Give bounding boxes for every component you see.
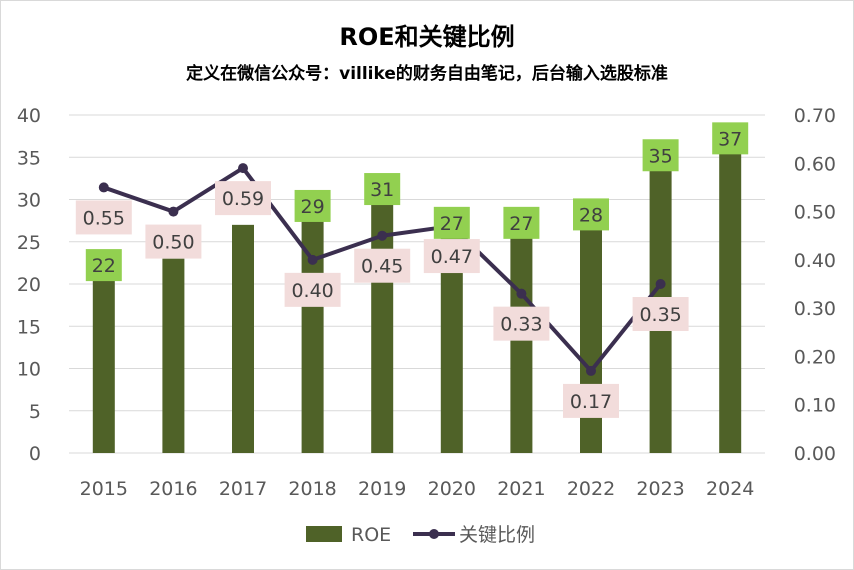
line-data-label: 0.35 [639,304,681,326]
line-point [516,288,527,299]
y-left-tick-label: 15 [17,316,41,338]
line-point [307,254,318,265]
y-left-tick-label: 35 [17,147,41,169]
x-tick-label: 2017 [219,478,267,500]
line-point [377,230,388,241]
line-data-label: 0.40 [291,280,333,302]
line-label-box [354,248,411,283]
line-label-box [632,297,689,331]
bar-data-label: 28 [579,204,603,226]
line-data-label: 0.45 [361,256,403,278]
y-left-tick-label: 10 [17,359,41,381]
line-label-box [563,383,619,418]
bar-data-label: 31 [370,179,394,201]
line-data-label: 0.59 [222,188,264,210]
line-data-label: 0.50 [152,232,194,254]
bar-roe [232,224,254,453]
line-label-box [493,306,550,341]
y-right-tick-label: 0.50 [794,202,836,224]
y-left-tick-label: 5 [29,401,41,423]
y-left-tick-label: 30 [17,190,41,212]
y-right-tick-label: 0.00 [794,443,836,465]
y-right-tick-label: 0.60 [794,153,836,175]
bar-data-label: 27 [509,213,533,235]
x-tick-label: 2018 [288,478,336,500]
x-tick-label: 2015 [80,478,128,500]
x-tick-label: 2023 [636,478,684,500]
x-tick-label: 2024 [706,478,754,500]
bar-roe [371,191,394,454]
line-point [655,279,666,289]
y-right-tick-label: 0.70 [794,105,836,127]
line-point [168,206,179,217]
bar-label-box [712,122,749,155]
line-data-label: 0.33 [500,314,542,336]
y-right-tick-label: 0.40 [794,250,836,272]
x-tick-label: 2022 [567,478,615,500]
y-left-tick-label: 0 [29,443,41,465]
y-left-tick-label: 25 [17,232,41,254]
line-label-box [284,272,341,307]
bar-data-label: 27 [440,213,464,235]
bar-data-label: 29 [301,196,325,218]
bar-data-label: 37 [718,128,742,150]
bar-roe [162,258,185,453]
legend-line-label: 关键比例 [459,524,535,546]
bar-roe [92,267,115,453]
bar-roe [440,224,463,453]
bar-data-label: 22 [92,255,116,277]
chart-title: ROE和关键比例 [339,23,514,51]
line-point [238,163,248,174]
bar-roe [301,207,324,453]
x-tick-label: 2016 [149,478,197,500]
x-tick-label: 2021 [497,478,545,500]
bar-label-box [364,173,401,206]
line-label-box [423,239,480,274]
y-left-tick-label: 20 [17,274,41,296]
bar-label-box [642,139,679,172]
bar-label-box [294,189,331,222]
x-tick-label: 2019 [358,478,406,500]
chart-subtitle: 定义在微信公众号：villike的财务自由笔记，后台输入选股标准 [186,63,668,84]
y-right-tick-label: 0.10 [794,395,836,417]
line-point [586,365,596,376]
bar-roe [719,140,742,453]
line-point [98,182,109,193]
y-left-tick-label: 40 [17,105,41,127]
line-label-box [215,181,271,216]
bar-label-box [503,206,540,239]
line-label-box [145,224,202,259]
line-data-label: 0.55 [83,207,125,229]
bar-label-box [85,249,122,282]
legend-roe-swatch [306,526,342,542]
legend-roe-label: ROE [351,524,391,546]
legend-line-marker [429,529,439,539]
line-data-label: 0.17 [570,391,612,413]
line-data-label: 0.47 [431,246,473,268]
y-right-tick-label: 0.20 [794,346,836,368]
line-label-box [75,200,132,235]
x-tick-label: 2020 [428,478,476,500]
bar-label-box [433,206,470,239]
y-right-tick-label: 0.30 [794,298,836,320]
bar-data-label: 35 [649,145,673,167]
bar-label-box [573,198,609,231]
